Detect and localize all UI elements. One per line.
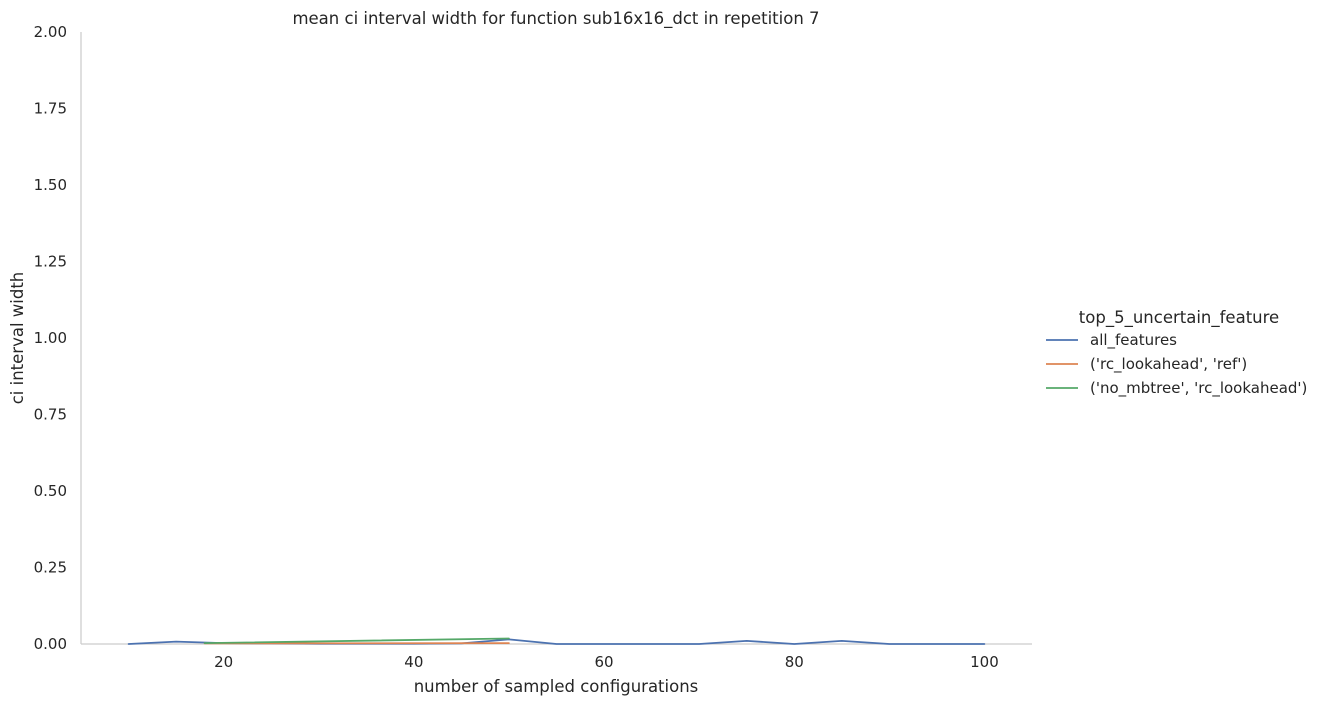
y-tick-label: 1.75 <box>34 100 67 118</box>
chart-title: mean ci interval width for function sub1… <box>292 9 819 29</box>
y-tick-label: 0.00 <box>34 635 67 653</box>
y-tick-label: 0.25 <box>34 559 67 577</box>
y-axis-label: ci interval width <box>8 272 27 405</box>
legend-label-0: all_features <box>1090 331 1177 350</box>
series-line-2 <box>203 637 510 644</box>
x-tick-label: 40 <box>404 653 423 671</box>
plot-area: 0.00 0.25 0.50 0.75 1.00 1.25 1.50 1.75 2.00 20 4… <box>34 23 1032 671</box>
y-tick-label: 0.75 <box>34 406 67 424</box>
x-axis-label: number of sampled configurations <box>414 677 699 696</box>
x-tick-label: 100 <box>970 653 999 671</box>
y-tick-label: 1.00 <box>34 329 67 347</box>
legend-items: all_features ('rc_lookahead', 'ref') ('no_… <box>1046 331 1307 398</box>
y-tick-label: 0.50 <box>34 482 67 500</box>
x-tick-label: 80 <box>785 653 804 671</box>
legend-label-1: ('rc_lookahead', 'ref') <box>1090 355 1247 374</box>
y-tick-label: 2.00 <box>34 23 67 41</box>
y-tick-labels: 0.00 0.25 0.50 0.75 1.00 1.25 1.50 1.75 2.00 <box>34 23 67 653</box>
x-tick-labels: 20 40 60 80 100 <box>214 653 999 671</box>
series-lines <box>127 637 986 645</box>
x-tick-label: 60 <box>595 653 614 671</box>
y-tick-label: 1.25 <box>34 253 67 271</box>
legend: top_5_uncertain_feature all_features ('rc… <box>1046 308 1307 398</box>
y-tick-label: 1.50 <box>34 176 67 194</box>
x-tick-label: 20 <box>214 653 233 671</box>
legend-label-2: ('no_mbtree', 'rc_lookahead') <box>1090 379 1307 398</box>
legend-title: top_5_uncertain_feature <box>1079 308 1279 328</box>
